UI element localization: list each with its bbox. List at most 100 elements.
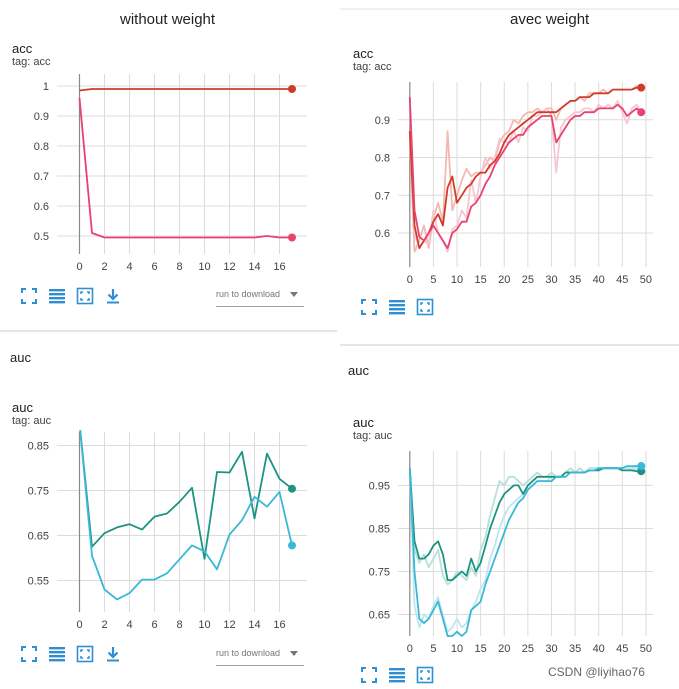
card-tag-acc-right: tag: acc xyxy=(353,61,392,73)
series-line xyxy=(408,465,642,637)
y-tick-label: 0.5 xyxy=(34,231,49,243)
data-table-icon[interactable] xyxy=(388,666,406,684)
y-tick-label: 0.9 xyxy=(375,115,390,127)
series-end-marker xyxy=(288,233,296,242)
y-tick-label: 0.85 xyxy=(369,523,390,535)
card-tag-acc-left: tag: acc xyxy=(12,56,51,68)
series-line xyxy=(408,97,642,250)
fullscreen-icon[interactable] xyxy=(20,645,38,663)
auc-right-chart: 0.65 0.75 0.85 0.95 0 5 10 15 20 25 30 35 40 45 50 xyxy=(369,451,653,655)
right-column-heading: avec weight xyxy=(510,11,590,28)
download-icon[interactable] xyxy=(104,645,122,663)
select-underline xyxy=(216,665,304,666)
run-to-download-select-acc[interactable]: run to download xyxy=(216,289,281,299)
y-tick-label: 0.6 xyxy=(375,228,390,240)
series-end-marker xyxy=(637,83,646,92)
acc-left-toolbar xyxy=(20,287,130,307)
x-tick-label: 8 xyxy=(176,619,182,631)
x-tick-label: 2 xyxy=(101,261,107,273)
x-tick-label: 15 xyxy=(475,274,487,286)
x-tick-label: 0 xyxy=(76,261,82,273)
x-tick-label: 45 xyxy=(616,643,628,655)
x-tick-label: 16 xyxy=(273,619,285,631)
auc-left-chart: 0.55 0.65 0.75 0.85 0 2 4 6 8 10 12 14 16 xyxy=(28,430,307,631)
x-tick-label: 35 xyxy=(569,274,581,286)
series-line xyxy=(79,430,293,560)
chevron-down-icon[interactable] xyxy=(290,651,298,656)
series-end-marker xyxy=(288,85,296,93)
fullscreen-icon[interactable] xyxy=(360,666,378,684)
y-tick-label: 1 xyxy=(43,81,49,93)
data-table-icon[interactable] xyxy=(48,287,66,305)
x-tick-label: 4 xyxy=(126,619,132,631)
series-end-marker xyxy=(288,484,296,493)
y-tick-label: 0.65 xyxy=(369,609,390,621)
x-tick-label: 16 xyxy=(273,261,285,273)
x-tick-label: 12 xyxy=(223,619,235,631)
x-tick-label: 14 xyxy=(248,619,260,631)
x-tick-label: 10 xyxy=(451,274,463,286)
series-end-marker xyxy=(637,462,646,471)
auc-left-toolbar xyxy=(20,645,130,665)
auc-right-toolbar xyxy=(360,666,450,686)
fullscreen-icon[interactable] xyxy=(360,298,378,316)
y-tick-label: 0.55 xyxy=(28,576,49,588)
y-tick-label: 0.75 xyxy=(28,486,49,498)
download-icon[interactable] xyxy=(104,287,122,305)
fit-domain-icon[interactable] xyxy=(416,666,434,684)
chevron-down-icon[interactable] xyxy=(290,292,298,297)
x-tick-label: 25 xyxy=(522,643,534,655)
series-line xyxy=(79,88,292,92)
right-divider xyxy=(340,344,679,346)
card-tag-auc-right: tag: auc xyxy=(353,430,393,442)
data-table-icon[interactable] xyxy=(48,645,66,663)
series-end-marker xyxy=(637,108,646,117)
x-tick-label: 10 xyxy=(198,261,210,273)
card-title-auc-left: auc xyxy=(12,400,33,415)
fit-domain-icon[interactable] xyxy=(76,645,94,663)
left-divider xyxy=(0,330,337,332)
y-tick-label: 0.95 xyxy=(369,480,390,492)
x-tick-label: 2 xyxy=(101,619,107,631)
auc-section-label-left: auc xyxy=(10,350,31,365)
y-tick-label: 0.7 xyxy=(375,190,390,202)
acc-right-chart: 0.6 0.7 0.8 0.9 0 5 10 15 20 25 30 35 40 45 50 xyxy=(375,82,653,286)
x-tick-label: 30 xyxy=(545,274,557,286)
series-line xyxy=(79,430,293,601)
x-tick-label: 0 xyxy=(407,643,413,655)
x-tick-label: 15 xyxy=(475,643,487,655)
left-column-heading: without weight xyxy=(120,11,216,28)
x-tick-label: 8 xyxy=(176,261,182,273)
select-underline xyxy=(216,306,304,307)
y-tick-label: 0.6 xyxy=(34,201,49,213)
x-tick-label: 50 xyxy=(640,274,652,286)
right-top-divider xyxy=(340,8,679,10)
x-tick-label: 6 xyxy=(151,619,157,631)
acc-right-toolbar xyxy=(360,298,450,318)
card-title-acc-left: acc xyxy=(12,41,33,56)
x-tick-label: 4 xyxy=(126,261,132,273)
series-end-marker xyxy=(288,541,296,550)
fit-domain-icon[interactable] xyxy=(76,287,94,305)
x-tick-label: 30 xyxy=(545,643,557,655)
card-tag-auc-left: tag: auc xyxy=(12,415,52,427)
data-table-icon[interactable] xyxy=(388,298,406,316)
x-tick-label: 6 xyxy=(151,261,157,273)
y-tick-label: 0.8 xyxy=(34,141,49,153)
x-tick-label: 5 xyxy=(430,643,436,655)
fit-domain-icon[interactable] xyxy=(416,298,434,316)
y-tick-label: 0.65 xyxy=(28,531,49,543)
fullscreen-icon[interactable] xyxy=(20,287,38,305)
y-tick-label: 0.8 xyxy=(375,153,390,165)
x-tick-label: 20 xyxy=(498,274,510,286)
y-tick-label: 0.75 xyxy=(369,566,390,578)
x-tick-label: 10 xyxy=(198,619,210,631)
run-to-download-select-auc[interactable]: run to download xyxy=(216,648,281,658)
card-title-acc-right: acc xyxy=(353,46,374,61)
x-tick-label: 40 xyxy=(593,643,605,655)
y-tick-label: 0.7 xyxy=(34,171,49,183)
series-line xyxy=(408,86,642,250)
watermark: CSDN @liyihao76 xyxy=(548,665,645,679)
x-tick-label: 20 xyxy=(498,643,510,655)
x-tick-label: 12 xyxy=(223,261,235,273)
